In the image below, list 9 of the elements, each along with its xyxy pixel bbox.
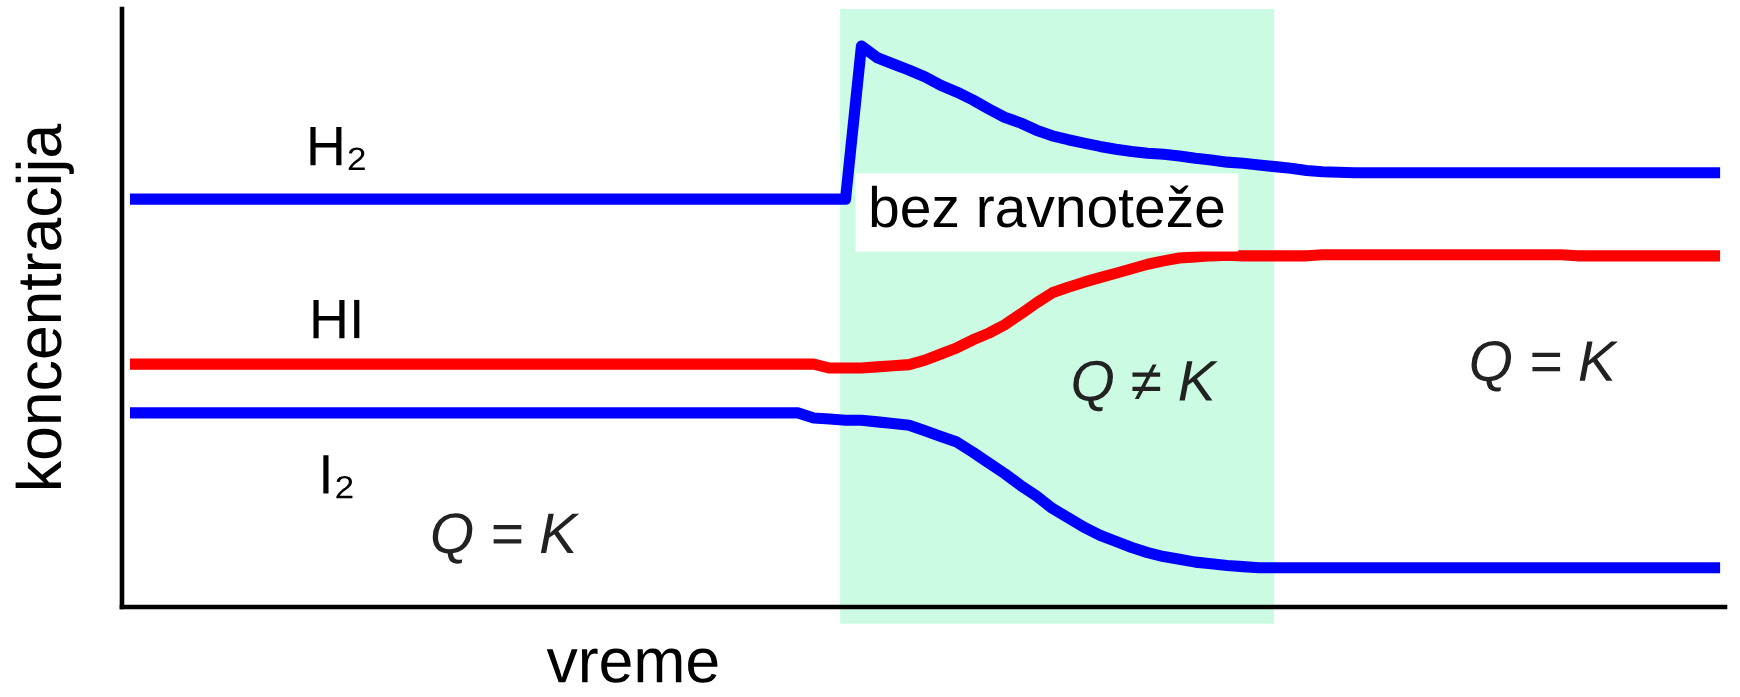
- annotation: Q = K: [1471, 340, 1618, 392]
- x-axis-title: vreme: [546, 648, 718, 683]
- annotation: Q = K: [432, 513, 580, 564]
- series-label: HI: [313, 299, 360, 339]
- y-axis-title: koncentracija: [15, 123, 74, 488]
- series-label: I₂: [323, 455, 353, 499]
- series-label: H₂: [310, 126, 365, 170]
- annotation: bez ravnoteže: [871, 185, 1224, 228]
- annotation: Q ≠ K: [1073, 360, 1218, 412]
